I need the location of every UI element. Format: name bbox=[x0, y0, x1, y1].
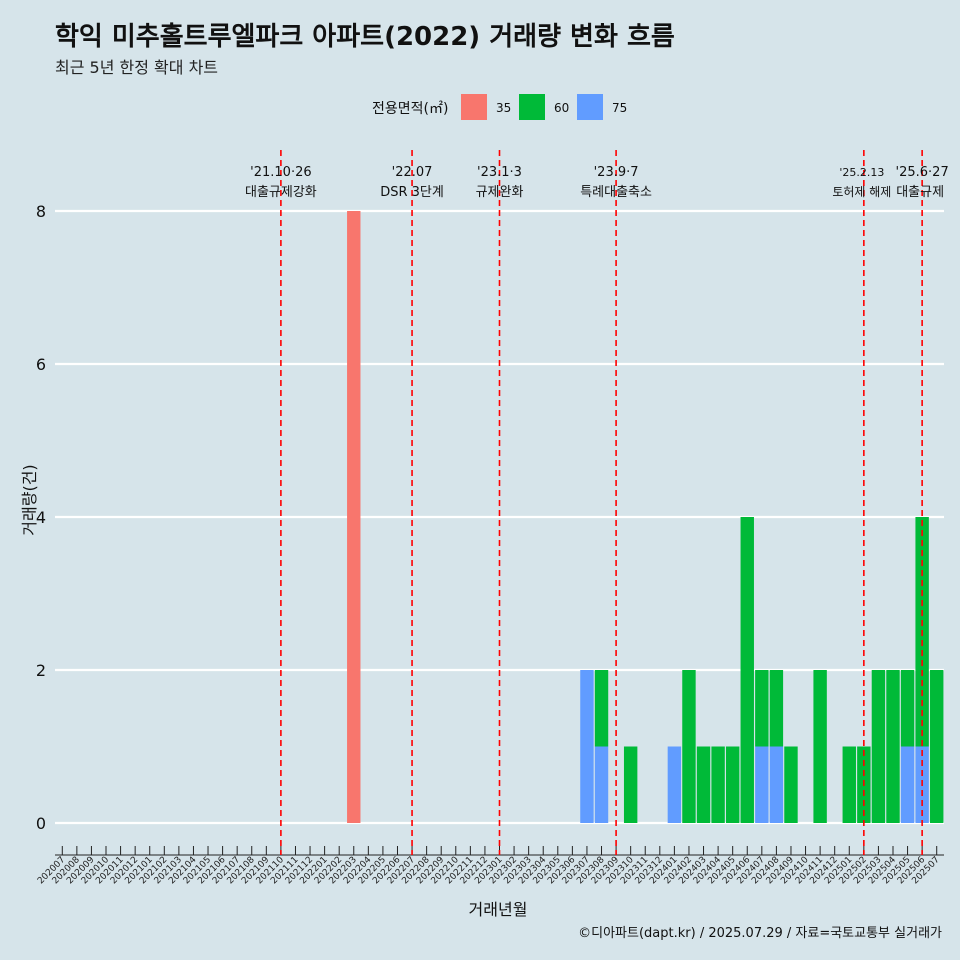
bar-35-202203 bbox=[347, 211, 361, 823]
legend-swatch-75 bbox=[577, 94, 603, 120]
legend-swatch-35 bbox=[461, 94, 487, 120]
bar-60-202507 bbox=[930, 670, 944, 823]
y-tick-label: 8 bbox=[36, 202, 46, 221]
legend-swatch-60 bbox=[519, 94, 545, 120]
bar-60-202501 bbox=[842, 746, 856, 823]
bar-60-202310 bbox=[623, 746, 638, 823]
bar-75-202307 bbox=[580, 670, 594, 823]
y-tick-label: 2 bbox=[36, 661, 46, 680]
bar-60-202503 bbox=[871, 670, 886, 823]
y-tick-label: 4 bbox=[36, 508, 46, 527]
event-date: '23.1·3 bbox=[477, 165, 522, 180]
bar-60-202308 bbox=[594, 670, 609, 747]
bar-60-202404 bbox=[711, 746, 725, 823]
y-axis-label: 거래량(건) bbox=[20, 464, 39, 536]
bar-75-202408 bbox=[769, 746, 784, 823]
event-label: 토허제 해제 bbox=[832, 185, 891, 199]
legend-label-35: 35 bbox=[496, 101, 511, 115]
event-date: '23.9·7 bbox=[594, 165, 639, 180]
event-label: 대출규제 bbox=[896, 185, 944, 200]
bar-75-202505 bbox=[900, 746, 915, 823]
bar-60-202405 bbox=[725, 746, 740, 823]
bar-75-202407 bbox=[755, 746, 769, 823]
event-date: '22.07 bbox=[392, 165, 433, 180]
source-caption: ©디아파트(dapt.kr) / 2025.07.29 / 자료=국토교통부 실… bbox=[578, 926, 942, 941]
event-date: '21.10·26 bbox=[250, 165, 311, 180]
bar-60-202407 bbox=[755, 670, 769, 747]
legend-label-75: 75 bbox=[612, 101, 627, 115]
y-tick-label: 6 bbox=[36, 355, 46, 374]
legend: 전용면적(㎡) 35 60 75 bbox=[372, 94, 627, 120]
bar-60-202504 bbox=[886, 670, 900, 823]
event-label: 규제완화 bbox=[476, 185, 524, 200]
y-tick-label: 0 bbox=[36, 814, 46, 833]
event-date: '25.6·27 bbox=[896, 165, 949, 180]
x-axis-label: 거래년월 bbox=[468, 900, 528, 919]
bar-60-202406 bbox=[740, 517, 754, 823]
event-label: DSR 3단계 bbox=[380, 185, 444, 200]
bar-60-202402 bbox=[682, 670, 696, 823]
bar-75-202401 bbox=[667, 746, 682, 823]
event-date: '25.2.13 bbox=[839, 166, 884, 179]
legend-label-60: 60 bbox=[554, 101, 569, 115]
chart-title: 학익 미추홀트루엘파크 아파트(2022) 거래량 변화 흐름 bbox=[55, 22, 675, 52]
bar-60-202403 bbox=[696, 746, 711, 823]
bar-60-202409 bbox=[784, 746, 798, 823]
bar-60-202411 bbox=[813, 670, 827, 823]
bar-60-202408 bbox=[769, 670, 784, 747]
event-label: 특례대출축소 bbox=[580, 185, 652, 200]
legend-title: 전용면적(㎡) bbox=[372, 101, 448, 117]
bar-60-202505 bbox=[900, 670, 915, 747]
bar-75-202308 bbox=[594, 746, 609, 823]
event-label: 대출규제강화 bbox=[245, 185, 317, 200]
chart-subtitle: 최근 5년 한정 확대 차트 bbox=[55, 58, 219, 77]
